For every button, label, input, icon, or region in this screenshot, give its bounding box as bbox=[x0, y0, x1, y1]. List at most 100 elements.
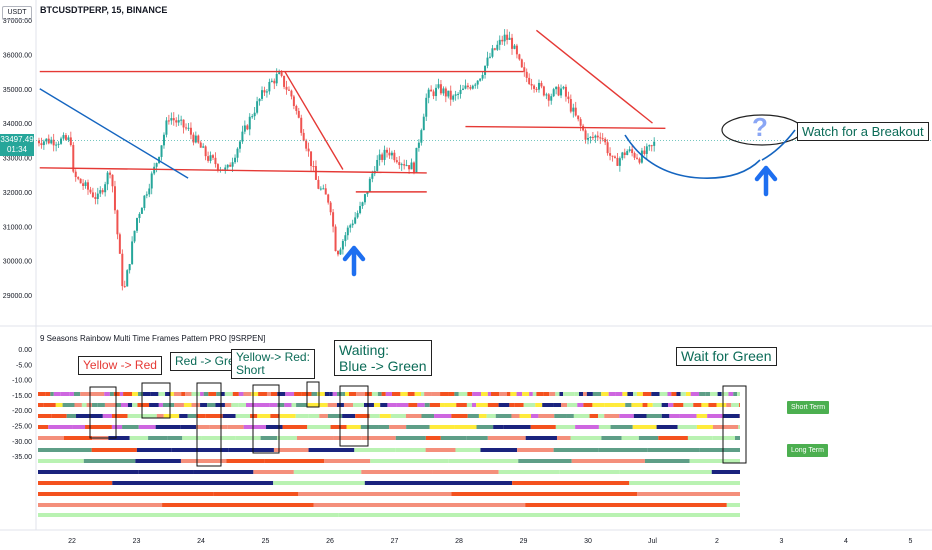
heat-segment bbox=[647, 448, 700, 452]
candle-body bbox=[67, 137, 70, 140]
candle-body bbox=[542, 86, 545, 96]
heat-segment bbox=[644, 459, 690, 463]
candle-body bbox=[106, 172, 109, 185]
candle-body bbox=[405, 165, 408, 167]
candle-body bbox=[508, 37, 511, 40]
heat-segment bbox=[448, 392, 455, 396]
trend-line bbox=[535, 29, 653, 124]
heat-segment bbox=[183, 403, 192, 407]
candle-body bbox=[545, 94, 548, 96]
heat-segment bbox=[104, 403, 117, 407]
time-tick: 22 bbox=[68, 538, 76, 545]
candle-body bbox=[518, 54, 521, 60]
candle-body bbox=[300, 117, 303, 133]
indicator-tick: 0.00 bbox=[18, 347, 32, 354]
highlight-box bbox=[722, 385, 747, 464]
heat-segment bbox=[102, 414, 112, 418]
heat-segment bbox=[487, 436, 526, 440]
heat-segment bbox=[318, 403, 328, 407]
candle-body bbox=[290, 90, 293, 97]
candle-body bbox=[574, 107, 577, 116]
heat-segment bbox=[467, 414, 479, 418]
yellow-red-short-line2: Short bbox=[236, 363, 265, 377]
indicator-tick: -25.00 bbox=[12, 424, 32, 431]
candle-body bbox=[562, 86, 565, 89]
heat-segment bbox=[516, 392, 523, 396]
heat-segment bbox=[451, 492, 638, 496]
heat-segment bbox=[631, 403, 643, 407]
heat-segment bbox=[629, 481, 740, 485]
heat-segment bbox=[559, 470, 620, 474]
heat-segment bbox=[232, 392, 239, 396]
heat-segment bbox=[296, 403, 308, 407]
heat-segment bbox=[598, 425, 611, 429]
candle-body bbox=[496, 44, 499, 50]
heat-segment bbox=[150, 392, 159, 396]
price-tick: 32000.00 bbox=[3, 190, 32, 197]
candle-body bbox=[253, 112, 256, 117]
heat-segment bbox=[592, 403, 605, 407]
time-tick: 29 bbox=[520, 538, 528, 545]
price-tick: 34000.00 bbox=[3, 121, 32, 128]
candle-body bbox=[42, 141, 45, 146]
heat-segment bbox=[380, 403, 388, 407]
candle-body bbox=[82, 183, 85, 186]
candle-body bbox=[104, 184, 107, 193]
heat-segment bbox=[642, 392, 652, 396]
heat-segment bbox=[127, 414, 141, 418]
heat-segment bbox=[570, 436, 602, 440]
candle-body bbox=[474, 84, 477, 86]
heat-segment bbox=[586, 392, 593, 396]
candle-body bbox=[305, 140, 308, 149]
heat-segment bbox=[701, 403, 709, 407]
indicator-title[interactable]: 9 Seasons Rainbow Multi Time Frames Patt… bbox=[40, 334, 266, 343]
candle-body bbox=[314, 166, 317, 180]
candle-body bbox=[412, 162, 415, 173]
heat-segment bbox=[264, 459, 325, 463]
time-tick: 5 bbox=[909, 538, 913, 545]
heat-segment bbox=[298, 492, 452, 496]
candle-body bbox=[376, 159, 379, 171]
candle-body bbox=[599, 137, 602, 139]
candle-body bbox=[547, 94, 550, 101]
candle-body bbox=[378, 154, 381, 160]
candle-body bbox=[297, 110, 300, 118]
candle-body bbox=[283, 75, 286, 87]
price-tick: 36000.00 bbox=[3, 52, 32, 59]
heat-segment bbox=[135, 459, 181, 463]
candle-body bbox=[172, 118, 175, 121]
heat-segment bbox=[343, 403, 354, 407]
heat-segment bbox=[89, 414, 103, 418]
heat-segment bbox=[38, 470, 139, 474]
heat-segment bbox=[277, 392, 286, 396]
heat-segment bbox=[142, 392, 151, 396]
candle-body bbox=[447, 90, 450, 97]
heat-segment bbox=[542, 403, 554, 407]
candle-body bbox=[398, 162, 401, 166]
heat-segment bbox=[432, 470, 499, 474]
highlight-box bbox=[306, 381, 320, 408]
heat-segment bbox=[636, 392, 643, 396]
candle-body bbox=[454, 94, 457, 96]
heat-segment bbox=[83, 459, 136, 463]
heat-segment bbox=[373, 403, 381, 407]
heat-segment bbox=[659, 392, 668, 396]
currency-badge[interactable]: USDT bbox=[2, 6, 32, 20]
heat-segment bbox=[273, 481, 365, 485]
candle-body bbox=[555, 86, 558, 90]
heat-segment bbox=[510, 392, 517, 396]
heat-segment bbox=[63, 436, 93, 440]
candle-body bbox=[177, 120, 180, 123]
heat-segment bbox=[711, 470, 740, 474]
heat-segment bbox=[238, 403, 247, 407]
candle-body bbox=[216, 164, 219, 170]
heat-segment bbox=[354, 448, 396, 452]
heat-segment bbox=[208, 392, 217, 396]
heat-segment bbox=[38, 513, 339, 517]
candle-body bbox=[533, 85, 536, 89]
candle-body bbox=[491, 48, 494, 57]
heat-segment bbox=[60, 392, 70, 396]
heat-segment bbox=[266, 392, 271, 396]
heat-segment bbox=[621, 436, 639, 440]
